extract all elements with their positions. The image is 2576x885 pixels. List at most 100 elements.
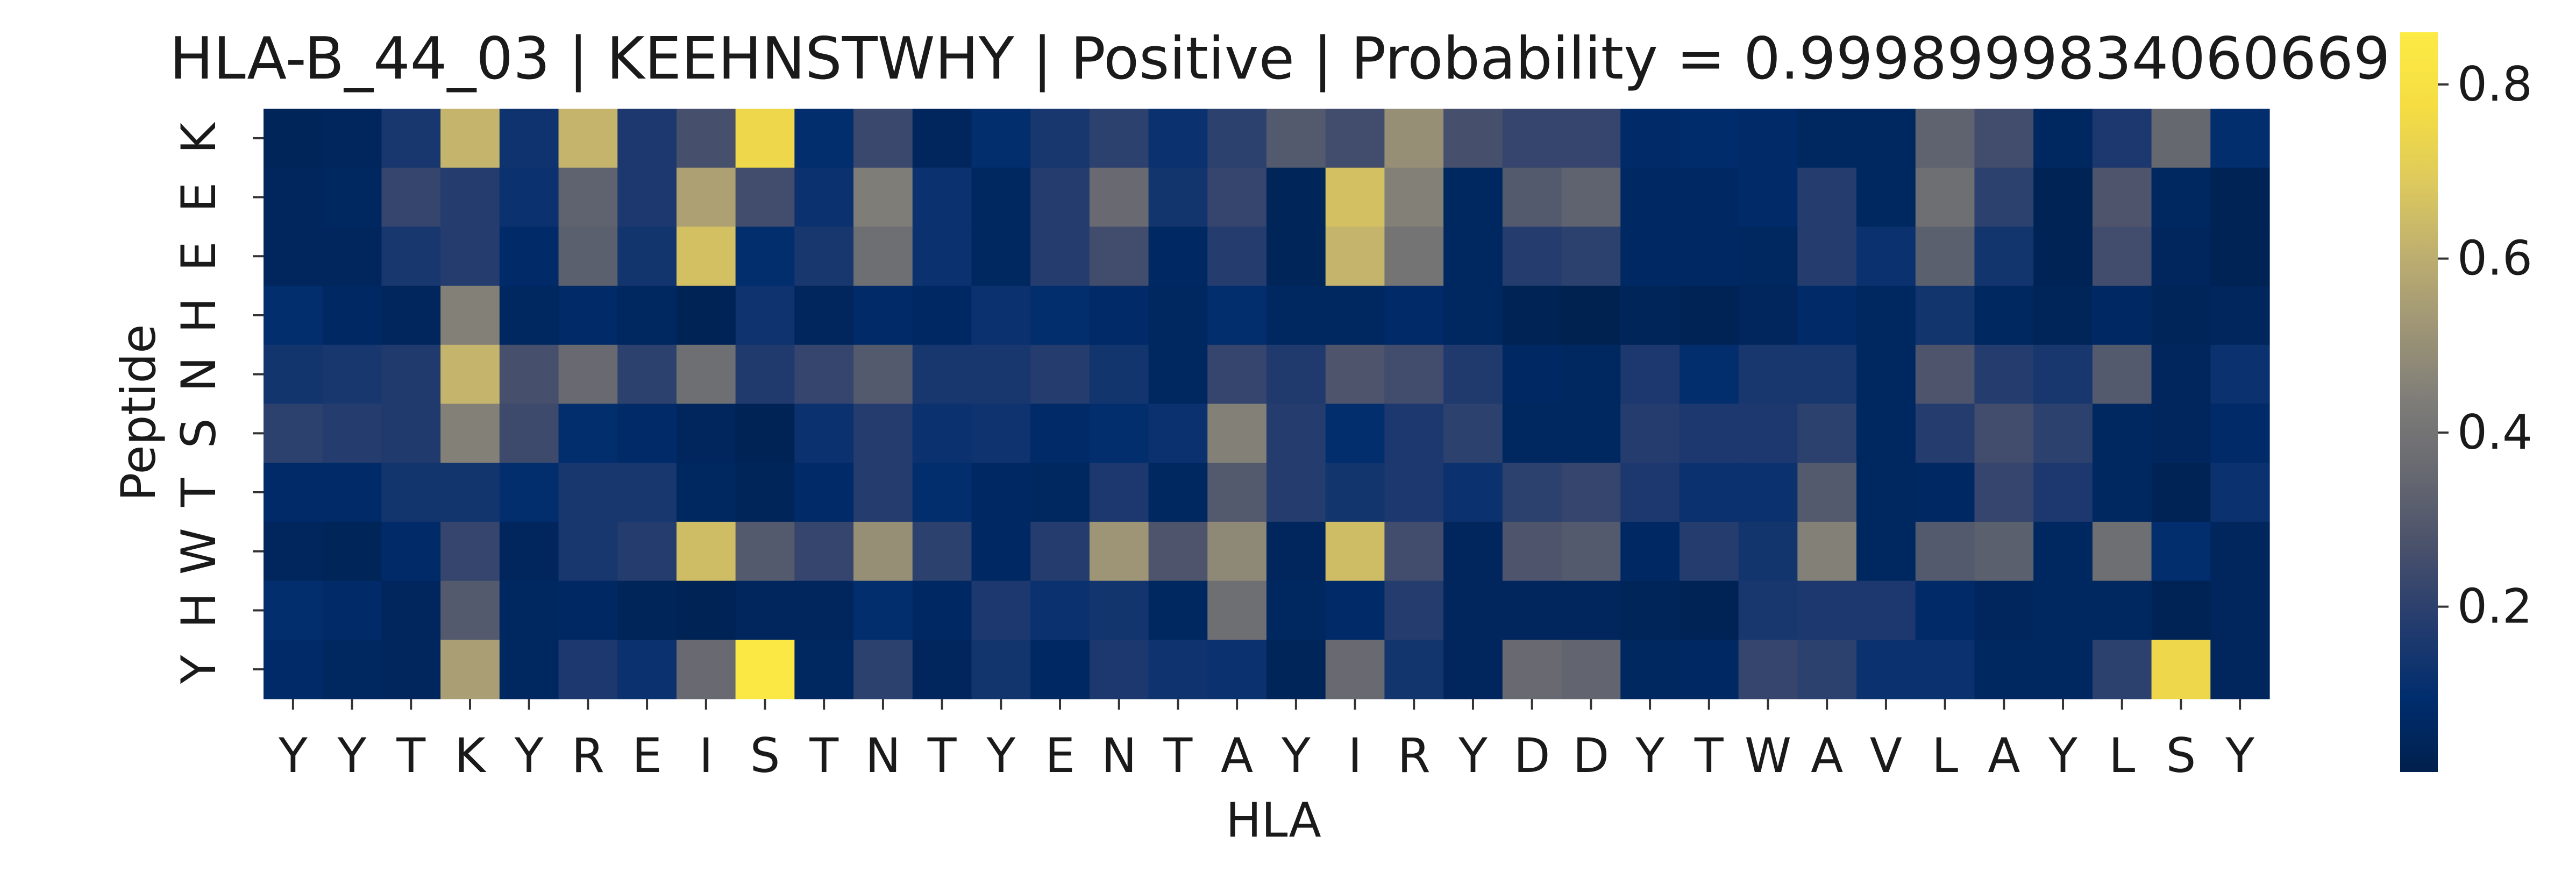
heatmap-cell: [1856, 109, 1916, 168]
heatmap-cell: [1089, 109, 1149, 168]
heatmap-cell: [853, 640, 913, 699]
heatmap-cell: [2033, 167, 2093, 227]
heatmap-cell: [2033, 463, 2093, 522]
heatmap-cell: [1974, 167, 2034, 227]
heatmap-cell: [1856, 580, 1916, 640]
heatmap-cell: [440, 580, 500, 640]
heatmap-cell: [1561, 286, 1621, 345]
heatmap-cell: [381, 344, 441, 405]
heatmap-cell: [1620, 109, 1680, 168]
heatmap-cell: [794, 344, 854, 405]
heatmap-cell: [1620, 580, 1680, 640]
heatmap-cell: [1797, 109, 1857, 168]
heatmap-cell: [1561, 403, 1621, 463]
heatmap-cell: [2151, 580, 2211, 640]
heatmap-cell: [1915, 463, 1975, 522]
heatmap-cell: [1915, 521, 1975, 582]
x-tick-label: Y: [514, 728, 544, 783]
heatmap-cell: [499, 286, 559, 345]
heatmap-cell: [1856, 463, 1916, 522]
heatmap-cell: [1266, 463, 1326, 522]
heatmap-cell: [853, 344, 913, 405]
heatmap-cell: [264, 521, 323, 582]
heatmap-cell: [1974, 226, 2034, 286]
x-tick-label: T: [927, 728, 957, 783]
heatmap-cell: [558, 640, 618, 699]
heatmap-cell: [264, 403, 323, 463]
y-tick-label: H: [171, 592, 226, 628]
heatmap-cell: [1797, 226, 1857, 286]
heatmap-cell: [1561, 463, 1621, 522]
heatmap-cell: [1679, 403, 1739, 463]
heatmap-cell: [1266, 109, 1326, 168]
heatmap-cell: [1502, 226, 1562, 286]
heatmap-cell: [1738, 403, 1798, 463]
heatmap-cell: [1148, 109, 1208, 168]
colorbar-tick-label: 0.2: [2457, 579, 2532, 634]
heatmap-cell: [1089, 403, 1149, 463]
heatmap-cell: [1443, 109, 1503, 168]
heatmap-cell: [1443, 403, 1503, 463]
heatmap-cell: [1384, 640, 1444, 699]
heatmap-cell: [912, 286, 972, 345]
heatmap-cell: [971, 463, 1031, 522]
heatmap-cell: [617, 463, 677, 522]
heatmap-cell: [1738, 344, 1798, 405]
heatmap-cell: [1974, 640, 2034, 699]
heatmap-cell: [1915, 640, 1975, 699]
heatmap-cell: [322, 286, 382, 345]
heatmap-cell: [2151, 286, 2211, 345]
colorbar-tick-label: 0.8: [2457, 56, 2532, 112]
heatmap-cell: [1856, 286, 1916, 345]
heatmap-cell: [1030, 521, 1090, 582]
heatmap-cell: [1030, 344, 1090, 405]
heatmap-cell: [558, 344, 618, 405]
heatmap-cell: [2210, 403, 2270, 463]
heatmap-cell: [1384, 403, 1444, 463]
heatmap-cell: [558, 463, 618, 522]
heatmap-cell: [2151, 521, 2211, 582]
heatmap-cell: [1561, 580, 1621, 640]
heatmap-cell: [2151, 403, 2211, 463]
heatmap-cell: [1856, 167, 1916, 227]
heatmap-cell: [617, 286, 677, 345]
heatmap-cell: [1620, 286, 1680, 345]
heatmap-cell: [1266, 344, 1326, 405]
heatmap-cell: [1089, 640, 1149, 699]
heatmap-cell: [853, 403, 913, 463]
heatmap-cell: [617, 344, 677, 405]
heatmap-cell: [1443, 463, 1503, 522]
heatmap-cell: [2092, 226, 2152, 286]
heatmap-cell: [1502, 109, 1562, 168]
heatmap-cell: [558, 167, 618, 227]
heatmap-cell: [2210, 463, 2270, 522]
heatmap-cell: [1089, 521, 1149, 582]
heatmap-cell: [2092, 167, 2152, 227]
heatmap-cell: [440, 226, 500, 286]
heatmap-cell: [912, 109, 972, 168]
x-tick-label: Y: [1635, 728, 1664, 783]
heatmap-cell: [676, 344, 736, 405]
heatmap-cell: [1207, 403, 1267, 463]
heatmap-cell: [499, 109, 559, 168]
heatmap-cell: [2151, 226, 2211, 286]
heatmap-cell: [2210, 580, 2270, 640]
heatmap-cell: [853, 109, 913, 168]
heatmap-cell: [1443, 167, 1503, 227]
x-tick-label: N: [1101, 728, 1137, 783]
heatmap-cell: [1266, 521, 1326, 582]
heatmap-cell: [381, 640, 441, 699]
heatmap-cell: [1797, 580, 1857, 640]
x-tick-label: K: [454, 728, 487, 783]
x-tick-label: T: [809, 728, 839, 783]
heatmap-cell: [1325, 344, 1385, 405]
heatmap-cell: [1738, 109, 1798, 168]
heatmap-cell: [853, 167, 913, 227]
heatmap-cell: [735, 344, 795, 405]
heatmap-cell: [912, 226, 972, 286]
heatmap-cell: [1384, 344, 1444, 405]
heatmap-cell: [971, 344, 1031, 405]
heatmap-cell: [735, 286, 795, 345]
heatmap-cell: [1856, 640, 1916, 699]
